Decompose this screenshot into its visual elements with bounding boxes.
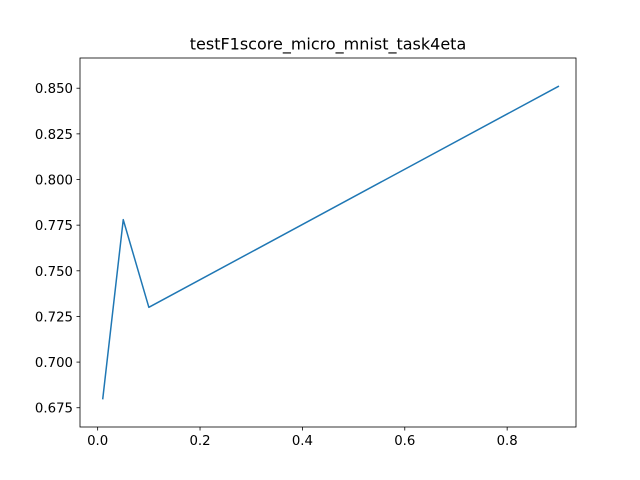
y-tick-label: 0.800 [35,174,73,189]
y-tick-label: 0.725 [35,310,73,325]
chart-title: testF1score_micro_mnist_task4eta [190,35,467,55]
x-tick-label: 0.2 [189,434,210,449]
x-tick-label: 0.6 [394,434,415,449]
y-tick-label: 0.700 [35,356,73,371]
x-axis: 0.0 0.2 0.4 0.6 0.8 [87,427,518,449]
y-tick-label: 0.675 [35,402,73,417]
series-layer [101,85,560,400]
y-tick-label: 0.775 [35,219,73,234]
axes-frame [79,57,577,428]
y-tick-label: 0.750 [35,265,73,280]
series-line [101,85,560,400]
x-tick-label: 0.8 [497,434,518,449]
x-tick-label: 0.0 [87,434,108,449]
y-tick-label: 0.825 [35,128,73,143]
y-tick-label: 0.850 [35,82,73,97]
x-tick-label: 0.4 [292,434,313,449]
y-axis: 0.675 0.700 0.725 0.750 0.775 0.800 0.825 0.850 [35,82,80,417]
